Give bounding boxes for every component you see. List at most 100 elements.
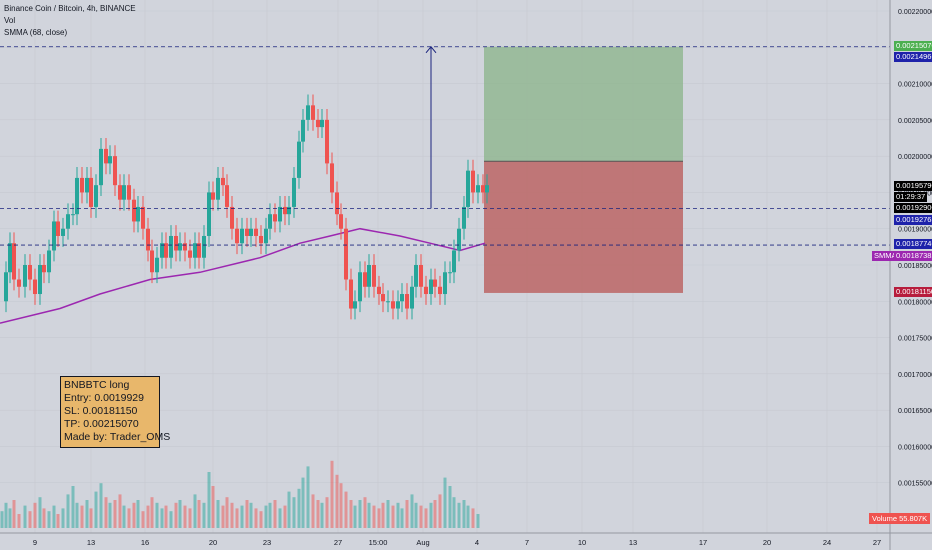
volume-bar bbox=[146, 505, 150, 528]
x-tick-label: 9 bbox=[33, 538, 37, 547]
legend-smma[interactable]: SMMA (68, close) bbox=[4, 28, 68, 37]
volume-bar bbox=[311, 494, 315, 528]
volume-bar bbox=[466, 505, 470, 528]
candle-body bbox=[339, 214, 343, 229]
candle-body bbox=[225, 185, 229, 207]
volume-bar bbox=[301, 477, 305, 528]
volume-bar bbox=[429, 502, 433, 528]
candle-body bbox=[108, 156, 112, 164]
candle-body bbox=[297, 141, 301, 178]
candle-body bbox=[414, 265, 418, 287]
candle-body bbox=[61, 228, 65, 236]
note-line: SL: 0.00181150 bbox=[64, 405, 138, 417]
candle-body bbox=[438, 286, 442, 295]
y-tick-label: 0.00220000 bbox=[898, 9, 932, 16]
volume-bar bbox=[75, 502, 79, 528]
candle-body bbox=[188, 250, 192, 258]
legend-vol[interactable]: Vol bbox=[4, 16, 16, 25]
x-tick-label: 4 bbox=[475, 538, 479, 547]
x-tick-label: 16 bbox=[141, 538, 149, 547]
volume-bar bbox=[320, 502, 324, 528]
volume-bar bbox=[443, 477, 447, 528]
candle-body bbox=[136, 206, 140, 222]
volume-bar bbox=[52, 505, 56, 528]
volume-bar bbox=[254, 508, 258, 528]
volume-bar bbox=[433, 500, 437, 528]
position-zones bbox=[484, 46, 683, 293]
candle-body bbox=[221, 177, 225, 186]
legend-title[interactable]: Binance Coin / Bitcoin, 4h, BINANCE bbox=[4, 4, 136, 13]
volume-value: 55.807K bbox=[899, 514, 928, 523]
volume-bar bbox=[391, 505, 395, 528]
volume-bar bbox=[283, 505, 287, 528]
candle-body bbox=[71, 214, 75, 216]
volume-bar bbox=[396, 502, 400, 528]
candle-body bbox=[113, 156, 117, 186]
volume-bar bbox=[339, 483, 343, 528]
volume-bar bbox=[188, 508, 192, 528]
candle-body bbox=[202, 235, 206, 258]
volume-bar bbox=[344, 491, 348, 528]
candle-body bbox=[405, 294, 409, 309]
tp-line-tag: 0.00214966 bbox=[894, 52, 932, 62]
candle-body bbox=[4, 272, 8, 302]
volume-bar bbox=[330, 460, 334, 528]
smma-path bbox=[0, 227, 486, 324]
candle-body bbox=[178, 243, 182, 251]
volume-bar bbox=[155, 502, 159, 528]
volume-bar bbox=[71, 486, 75, 528]
candle-body bbox=[99, 148, 103, 186]
y-tick-label: 0.00200000 bbox=[898, 154, 932, 161]
candle-body bbox=[12, 243, 16, 280]
candle-body bbox=[240, 228, 244, 244]
horizontal-lines bbox=[0, 46, 890, 246]
candle-body bbox=[164, 243, 168, 258]
volume-bar bbox=[47, 511, 51, 528]
volume-bar bbox=[174, 502, 178, 528]
candle-body bbox=[197, 243, 201, 258]
candle-body bbox=[193, 243, 197, 258]
candle-body bbox=[462, 206, 466, 229]
note-line: Made by: Trader_OMS bbox=[64, 431, 171, 443]
candle-body bbox=[230, 206, 234, 229]
volume-bar bbox=[132, 502, 136, 528]
volume-bar bbox=[452, 497, 456, 528]
candle-body bbox=[372, 265, 376, 287]
candle-body bbox=[448, 272, 452, 274]
volume-bar bbox=[33, 502, 37, 528]
candle-body bbox=[66, 214, 70, 229]
candle-body bbox=[396, 301, 400, 309]
x-tick-label: 15:00 bbox=[369, 538, 388, 547]
y-tick-label: 0.00170000 bbox=[898, 372, 932, 379]
candle-body bbox=[471, 170, 475, 193]
candle-body bbox=[174, 235, 178, 251]
volume-bar bbox=[85, 500, 89, 528]
volume-bar bbox=[8, 508, 12, 528]
volume-bar bbox=[108, 502, 112, 528]
volume-bar bbox=[306, 466, 310, 528]
candle-body bbox=[85, 177, 89, 193]
volume-bar bbox=[235, 508, 239, 528]
candle-body bbox=[466, 170, 470, 207]
candle-body bbox=[424, 286, 428, 295]
candle-body bbox=[118, 185, 122, 200]
entry-price-tag: 0.00192900 bbox=[894, 203, 932, 213]
candle-body bbox=[183, 243, 187, 251]
candle-body bbox=[325, 119, 329, 164]
x-tick-label: 27 bbox=[873, 538, 881, 547]
candle-body bbox=[485, 185, 489, 193]
trade-note[interactable]: BNBBTC long Entry: 0.0019929 SL: 0.00181… bbox=[60, 376, 171, 448]
note-line: TP: 0.00215070 bbox=[64, 418, 139, 430]
volume-bar bbox=[259, 511, 263, 528]
volume-bar bbox=[438, 494, 442, 528]
smma-line bbox=[0, 227, 486, 324]
volume-bar bbox=[240, 505, 244, 528]
volume-bar bbox=[104, 497, 108, 528]
volume-bar bbox=[183, 505, 187, 528]
candle-body bbox=[155, 257, 159, 273]
volume-bar bbox=[122, 505, 126, 528]
y-tick-label: 0.00155000 bbox=[898, 481, 932, 488]
volume-bar bbox=[410, 494, 414, 528]
volume-bar bbox=[141, 511, 145, 528]
